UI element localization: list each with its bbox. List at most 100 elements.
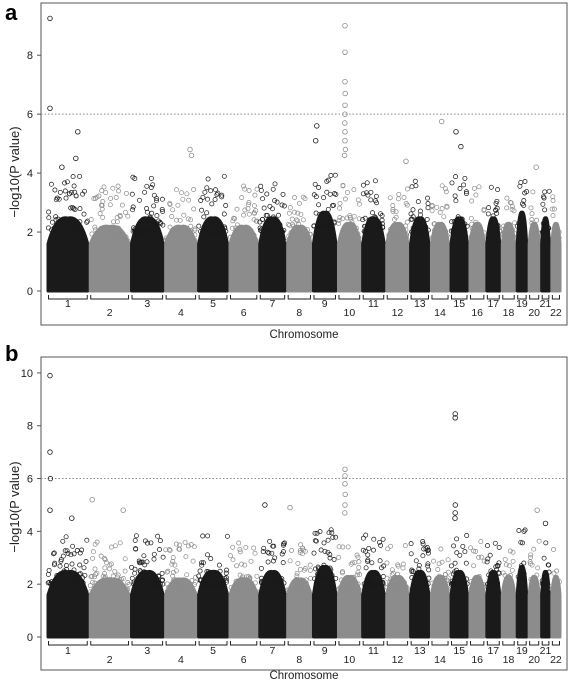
top-snp-point [403, 158, 409, 164]
snp-point [387, 585, 393, 591]
snp-point [494, 210, 500, 216]
snp-point [416, 579, 422, 585]
snp-point [154, 224, 160, 230]
chromosome-label-6: 6 [241, 654, 247, 666]
snp-point [233, 225, 239, 231]
snp-point [92, 580, 98, 586]
chromosome-bracket [410, 641, 429, 646]
chromosome-label-22: 22 [550, 307, 562, 319]
snp-point [270, 214, 276, 220]
snp-point [531, 546, 537, 552]
snp-point [445, 557, 451, 563]
snp-point [150, 579, 156, 584]
top-snp-point [342, 481, 348, 487]
snp-point [417, 208, 423, 214]
y-axis-label-b: −log10(P value) [7, 461, 22, 552]
snp-point [464, 576, 470, 582]
snp-point [416, 581, 422, 587]
snp-point [110, 185, 116, 191]
snp-point [136, 558, 142, 564]
chromosome-14-points [429, 546, 451, 639]
snp-point [270, 543, 276, 549]
snp-point [463, 560, 469, 566]
snp-point [91, 196, 97, 201]
snp-point [132, 570, 138, 576]
snp-point [173, 541, 179, 547]
chromosome-10-points [336, 544, 363, 639]
snp-point [183, 554, 189, 560]
snp-point [155, 229, 161, 235]
point-cloud [409, 216, 431, 293]
snp-point [521, 219, 527, 224]
snp-point [460, 229, 466, 235]
snp-point [107, 566, 112, 572]
snp-point [518, 563, 524, 569]
snp-point [392, 227, 398, 233]
chromosome-label-19: 19 [516, 645, 528, 657]
snp-point [316, 185, 322, 190]
snp-point [172, 562, 178, 568]
chromosome-label-22: 22 [550, 654, 562, 666]
top-snp-point [342, 510, 348, 516]
point-cloud [46, 216, 90, 293]
snp-point [534, 572, 540, 578]
snp-point [385, 546, 391, 552]
snp-point [324, 216, 329, 221]
snp-point [208, 556, 214, 562]
snp-point [552, 206, 557, 212]
snp-point [261, 545, 267, 551]
snp-point [356, 235, 362, 241]
snp-point [374, 227, 380, 233]
snp-point [443, 186, 448, 192]
snp-point [478, 539, 484, 545]
y-tick-label: 4 [27, 526, 33, 538]
snp-point [451, 219, 457, 224]
snp-point [197, 568, 203, 574]
snp-point [534, 230, 540, 236]
chromosome-bracket [431, 295, 449, 300]
snp-point [370, 210, 375, 216]
snp-point [214, 581, 220, 587]
snp-point [242, 562, 248, 568]
snp-point [529, 583, 535, 589]
chromosome-16-points [468, 539, 487, 639]
snp-point [278, 578, 284, 584]
snp-point [108, 195, 114, 201]
snp-point [169, 561, 175, 567]
snp-point [212, 229, 218, 235]
top-snp-point [453, 129, 459, 135]
snp-point [532, 586, 538, 592]
snp-point [516, 528, 522, 533]
top-snp-point [342, 146, 349, 153]
snp-point [266, 581, 272, 587]
point-cloud [130, 216, 165, 293]
chromosome-9-points [311, 527, 339, 639]
snp-point [201, 581, 207, 587]
snp-point [350, 235, 356, 241]
snp-point [101, 184, 107, 190]
snp-point [464, 223, 470, 229]
snp-point [354, 552, 360, 558]
snp-point [170, 555, 176, 561]
snp-point [368, 572, 374, 578]
snp-point [68, 576, 74, 582]
snp-point [186, 197, 192, 203]
snp-point [184, 572, 190, 578]
chromosome-bracket [313, 295, 336, 300]
snp-point [312, 181, 318, 187]
snp-point [144, 209, 150, 215]
chromosome-label-8: 8 [296, 307, 302, 319]
snp-point [417, 219, 423, 225]
chromosome-label-15: 15 [453, 645, 465, 657]
chromosome-6-points [227, 183, 260, 293]
snp-point [332, 172, 338, 178]
snp-point [546, 569, 552, 575]
snp-point [541, 555, 547, 561]
chromosome-label-21: 21 [540, 645, 552, 657]
snp-point [317, 573, 323, 579]
snp-point [496, 560, 502, 566]
snp-point [192, 226, 198, 232]
top-snp-point [452, 510, 458, 516]
snp-point [58, 558, 64, 564]
top-snp-point [342, 78, 348, 85]
